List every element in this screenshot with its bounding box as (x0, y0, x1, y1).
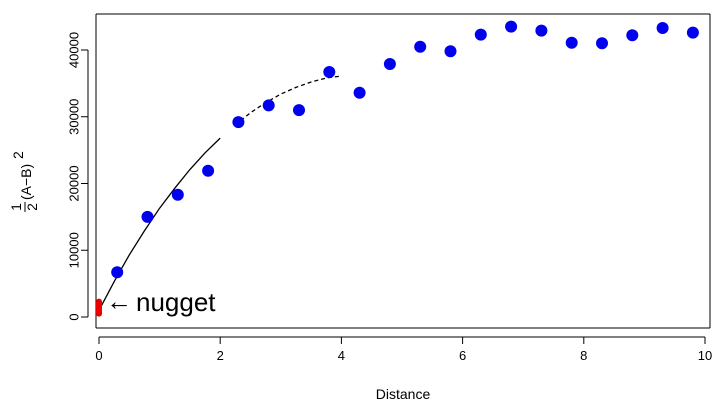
y-axis-title: 1 2(A−B)2 (8, 151, 40, 212)
data-point (414, 40, 427, 53)
y-tick-label: 10000 (67, 232, 82, 268)
data-point (444, 45, 457, 58)
nugget-annotation: ← nugget (96, 286, 216, 317)
data-point (626, 29, 639, 42)
y-title-exponent: 2 (10, 151, 26, 159)
data-point (141, 210, 154, 223)
data-point (111, 266, 124, 279)
nugget-label: nugget (136, 287, 216, 317)
y-tick-label: 40000 (67, 32, 82, 68)
data-point (383, 58, 396, 70)
data-point (202, 164, 215, 177)
x-tick-label: 0 (95, 348, 102, 363)
data-points (111, 20, 699, 279)
data-point (596, 37, 608, 50)
data-point (171, 188, 184, 201)
data-point (565, 36, 578, 49)
axes: 0 2 4 6 8 10 0 10000 20000 30000 40000 (67, 13, 712, 363)
data-point (535, 24, 548, 37)
curve-solid (98, 137, 221, 311)
data-point (505, 20, 518, 33)
y-title-denominator: 2 (24, 203, 40, 211)
y-title-main: (A−B) (18, 164, 34, 200)
y-tick-label: 30000 (67, 99, 82, 135)
data-point (323, 66, 336, 78)
x-tick-label: 6 (459, 348, 466, 363)
x-tick-label: 2 (217, 348, 224, 363)
y-tick-label: 0 (67, 313, 82, 320)
x-tick-label: 4 (338, 348, 345, 363)
data-point (474, 28, 487, 41)
y-title-numerator: 1 (8, 203, 24, 211)
fitted-curve (98, 75, 342, 311)
data-point (686, 26, 699, 39)
data-point (262, 99, 275, 112)
data-point (293, 104, 305, 117)
curve-dashed (234, 75, 342, 126)
data-point (353, 86, 366, 99)
data-point (232, 116, 245, 129)
data-point (656, 22, 669, 34)
x-tick-label: 8 (580, 348, 587, 363)
x-tick-label: 10 (698, 348, 712, 363)
x-axis-title: Distance (376, 386, 431, 402)
y-tick-label: 20000 (67, 165, 82, 201)
nugget-arrow-icon: ← (106, 286, 132, 316)
